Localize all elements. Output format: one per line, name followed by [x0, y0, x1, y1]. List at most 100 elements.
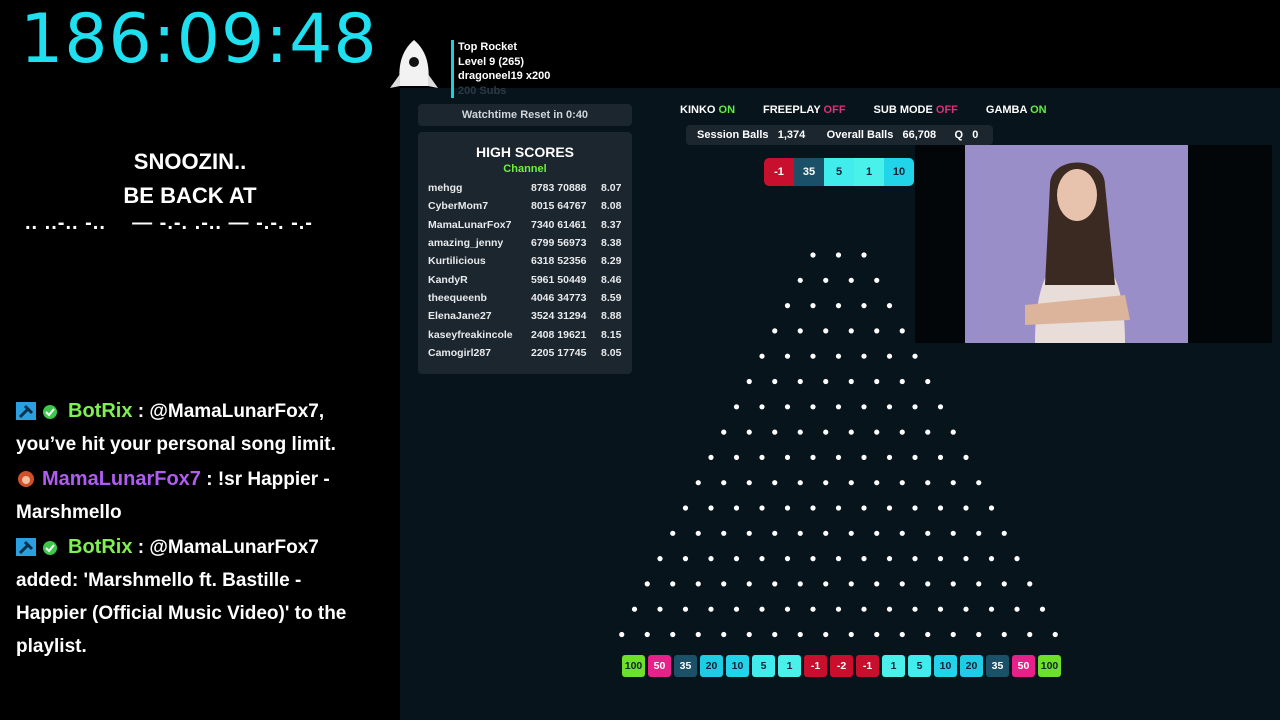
avatar-icon [16, 466, 36, 487]
peg [670, 581, 676, 587]
peg [886, 353, 893, 359]
rocket-title: Top Rocket [458, 41, 518, 53]
peg [682, 606, 689, 612]
chat-username[interactable]: BotRix [68, 400, 133, 422]
peg [899, 328, 905, 334]
peg [810, 556, 816, 562]
peg [874, 631, 880, 638]
peg [950, 631, 956, 638]
peg [1014, 606, 1020, 612]
peg [708, 505, 714, 511]
player-score: 6799 56973 [531, 237, 601, 249]
verified-icon [42, 534, 62, 555]
peg [746, 631, 752, 638]
peg [1001, 631, 1007, 638]
peg [848, 277, 854, 283]
high-score-row: Camogirl287 2205 17745 8.05 [418, 344, 632, 362]
peg [619, 631, 625, 638]
peg [861, 303, 867, 309]
overall-balls-label: Overall Balls [826, 129, 894, 141]
status-line-1: SNOOZIN.. [133, 149, 247, 174]
peg [797, 581, 803, 587]
peg [759, 454, 765, 460]
peg [886, 505, 893, 511]
peg [797, 429, 803, 435]
verified-icon [42, 398, 62, 419]
player-name: CyberMom7 [428, 200, 489, 213]
high-score-row: mehgg 8783 70888 8.07 [418, 179, 632, 197]
session-balls-value: 1,374 [777, 129, 806, 141]
peg [861, 252, 867, 258]
peg [823, 277, 829, 283]
chat-username[interactable]: BotRix [68, 536, 133, 558]
peg [937, 505, 944, 511]
peg [874, 328, 880, 334]
peg [950, 429, 956, 435]
peg [746, 530, 752, 536]
peg [784, 404, 791, 410]
peg [746, 429, 752, 435]
player-score: 3524 31294 [531, 310, 601, 322]
peg [861, 556, 867, 562]
player-average: 8.46 [601, 273, 622, 286]
score-slots: 100 50 35 20 10 5 1 -1 -2 -1 1 5 10 20 35 50 100 [622, 655, 1061, 677]
peg [759, 505, 765, 511]
score-slot: 20 [960, 655, 983, 677]
peg [861, 404, 867, 410]
high-scores-panel: HIGH SCORES Channel mehgg 8783 70888 8.07 C… [418, 132, 632, 374]
peg [861, 606, 867, 612]
peg [963, 454, 969, 460]
chat-username[interactable]: MamaLunarFox7 [42, 468, 201, 490]
peg [823, 631, 829, 638]
rocket-icon [390, 40, 438, 88]
score-a: 7340 [531, 218, 555, 231]
peg [925, 378, 931, 385]
peg [823, 480, 829, 486]
high-score-row: theequeenb 4046 34773 8.59 [418, 289, 632, 307]
peg [912, 505, 918, 511]
peg [874, 480, 880, 486]
high-scores-title: HIGH SCORES [475, 144, 574, 160]
peg [988, 556, 995, 562]
peg [1001, 581, 1007, 587]
toggle-state: OFF [823, 104, 846, 116]
player-average: 8.15 [601, 328, 622, 341]
peg [874, 378, 880, 385]
chat-panel: BotRix : @MamaLunarFox7, you’ve hit your… [16, 395, 376, 665]
peg [835, 303, 842, 309]
player-name: Camogirl287 [428, 346, 492, 359]
peg [733, 556, 740, 562]
toggle-freeplay: FREEPLAY OFF [763, 104, 846, 116]
player-score: 6318 52356 [531, 255, 601, 267]
chat-text: : @MamaLunarFox7, you’ve hit your person… [16, 401, 336, 455]
stream-timer: 186:09:48 [20, 0, 378, 79]
player-average: 8.05 [601, 346, 622, 359]
peg [1014, 556, 1020, 562]
peg [797, 328, 803, 334]
peg [631, 606, 638, 612]
peg [695, 631, 701, 638]
peg [899, 631, 905, 638]
peg [823, 378, 829, 385]
peg [797, 277, 803, 283]
peg [937, 404, 944, 410]
recent-result: 35 [794, 158, 824, 186]
high-score-row: amazing_jenny 6799 56973 8.38 [418, 234, 632, 252]
peg [810, 404, 816, 410]
peg [733, 454, 740, 460]
peg [644, 581, 650, 587]
peg [1027, 631, 1033, 638]
peg [759, 353, 765, 359]
peg [848, 631, 854, 638]
peg [988, 606, 995, 612]
score-b: 64767 [557, 200, 587, 213]
peg [937, 606, 944, 612]
peg [1039, 606, 1046, 612]
player-name: kaseyfreakincole [428, 328, 513, 341]
peg [772, 480, 778, 486]
player-name: theequeenb [428, 291, 487, 304]
peg [976, 581, 982, 587]
peg [810, 252, 816, 258]
peg [733, 505, 740, 511]
